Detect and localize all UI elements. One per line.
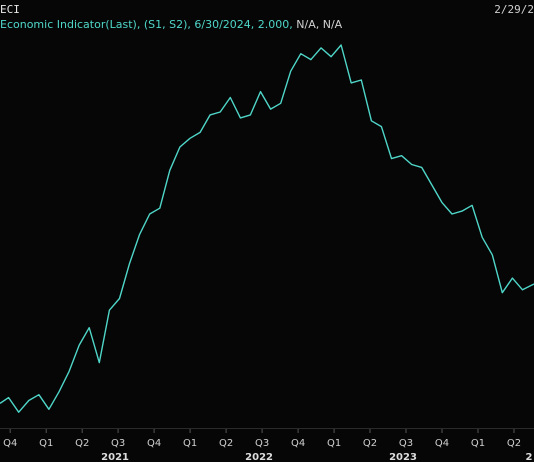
x-year-label: 2022 xyxy=(245,452,273,462)
ticker-label: ECI xyxy=(0,3,20,16)
series-line-economic-indicator[interactable] xyxy=(0,44,534,413)
x-tick-label: Q4 xyxy=(291,438,305,449)
x-tick-label: Q3 xyxy=(111,438,125,449)
x-tick-label: Q2 xyxy=(75,438,89,449)
x-tick-label: Q3 xyxy=(399,438,413,449)
header-date: 2/29/2 xyxy=(494,3,534,16)
legend-entry[interactable]: Economic Indicator(Last), (S1, S2), 6/30… xyxy=(0,18,342,31)
x-tick-label: Q3 xyxy=(255,438,269,449)
x-tick-label: Q1 xyxy=(327,438,341,449)
x-tick-label: Q4 xyxy=(147,438,161,449)
x-tick-label: Q2 xyxy=(363,438,377,449)
x-axis-years: 2021 2022 2023 2 xyxy=(101,452,532,462)
legend-na-values: N/A, N/A xyxy=(296,18,343,31)
x-tick-label: Q1 xyxy=(39,438,53,449)
x-tick-label: Q4 xyxy=(435,438,449,449)
x-tick-label: Q2 xyxy=(219,438,233,449)
x-year-label: 2021 xyxy=(101,452,129,462)
x-axis-ticks: Q4 Q1 Q2 Q3 Q4 Q1 Q2 Q3 Q4 Q1 Q2 Q3 Q4 Q1 Q2 xyxy=(3,429,521,449)
x-year-label: 2023 xyxy=(389,452,417,462)
x-year-label: 2 xyxy=(526,452,533,462)
legend-text: Economic Indicator(Last), (S1, S2), 6/30… xyxy=(0,18,297,31)
x-tick-label: Q1 xyxy=(183,438,197,449)
x-tick-label: Q1 xyxy=(471,438,485,449)
x-tick-label: Q2 xyxy=(507,438,521,449)
x-tick-label: Q4 xyxy=(3,438,17,449)
